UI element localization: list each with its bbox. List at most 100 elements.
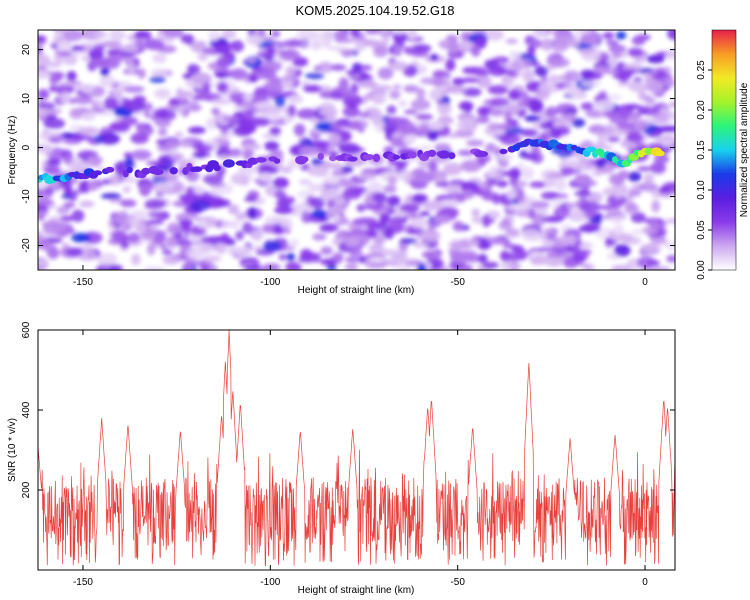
heatmap-cell: [462, 87, 482, 97]
heatmap-cell: [153, 181, 175, 194]
heatmap-cell: [46, 159, 62, 166]
snr-series-line: [38, 330, 675, 567]
snr-ylabel: SNR (10 * v/v): [7, 418, 18, 482]
heatmap-cell: [416, 113, 434, 121]
signal-track-cell: [152, 169, 164, 176]
heatmap-cell: [262, 240, 282, 252]
heatmap-cell: [658, 125, 675, 133]
heatmap-cell: [307, 183, 327, 192]
heatmap-cell: [564, 70, 581, 83]
heatmap-cell: [123, 85, 145, 93]
heatmap-cell: [133, 32, 148, 39]
heatmap-cell: [131, 149, 152, 161]
heatmap-cell: [383, 227, 394, 240]
heatmap-cell: [278, 49, 301, 61]
heatmap-cell: [154, 88, 171, 99]
heatmap-cell: [392, 84, 402, 90]
heatmap-cell: [524, 115, 541, 122]
heatmap-cell: [607, 136, 621, 143]
heatmap-cell: [529, 255, 548, 266]
snr-ytick-label: 200: [21, 481, 32, 498]
heatmap-cell: [214, 242, 227, 255]
heatmap-cell: [627, 47, 644, 57]
heatmap-cell: [373, 46, 389, 58]
heatmap-cell: [546, 232, 557, 241]
colorbar: 0.00 0.05 0.10 0.15 0.20 0.25 Normalized spec…: [696, 29, 750, 280]
heatmap-cell: [386, 207, 396, 215]
heatmap-cell: [296, 108, 319, 120]
heatmap-cell: [246, 58, 257, 64]
figure-title: KOM5.2025.104.19.52.G18: [295, 3, 454, 18]
heatmap-cell: [398, 123, 418, 135]
heatmap-cell: [38, 54, 51, 66]
heatmap-cell: [227, 246, 241, 256]
heatmap-cell: [630, 212, 646, 223]
heatmap-cell: [310, 40, 323, 51]
heatmap-cell: [498, 161, 510, 169]
heatmap-cell: [182, 90, 194, 98]
heatmap-cell: [248, 74, 259, 83]
heatmap-cell: [548, 74, 558, 83]
heatmap-cell: [399, 170, 411, 181]
heatmap-cell: [182, 262, 194, 270]
heatmap-cell: [411, 44, 432, 53]
heatmap-cell: [240, 143, 262, 151]
heatmap-cell: [459, 77, 481, 83]
heatmap-cell: [487, 85, 509, 95]
heatmap-cell: [431, 77, 445, 87]
heatmap-cell: [496, 180, 509, 188]
heatmap-cell: [521, 167, 535, 180]
heatmap-cell: [38, 260, 49, 267]
signal-track-cell: [478, 151, 489, 157]
heatmap-cell: [216, 81, 229, 93]
heatmap-cell: [287, 94, 304, 104]
heatmap-cell: [548, 57, 571, 68]
heatmap-cell: [326, 211, 335, 219]
colorbar-gradient: [711, 29, 737, 271]
heatmap-cell: [485, 30, 505, 41]
heatmap-cell: [536, 246, 559, 252]
heatmap-cell: [528, 99, 544, 112]
heatmap-cell: [315, 163, 336, 169]
heatmap-cell: [301, 211, 312, 224]
heatmap-cell: [594, 130, 615, 137]
heatmap-cell: [42, 222, 64, 235]
heatmap-cell: [156, 45, 177, 54]
heatmap-cell: [112, 229, 128, 243]
heatmap-cell: [63, 201, 76, 209]
heatmap-cell: [190, 41, 206, 53]
heatmap-cell: [159, 244, 168, 250]
heatmap-cell: [174, 131, 184, 138]
heatmap-cell: [345, 237, 360, 248]
heatmap-cell: [412, 242, 428, 249]
heatmap-cell: [187, 64, 201, 76]
heatmap-cell: [139, 183, 151, 197]
heatmap-cell: [352, 218, 372, 226]
heatmap-cell: [319, 189, 337, 202]
heatmap-cell: [377, 67, 394, 80]
heatmap-cell: [319, 223, 338, 233]
heatmap-cell: [413, 171, 436, 184]
heatmap-cell: [122, 186, 131, 193]
heatmap-cell: [410, 217, 429, 229]
heatmap-cell: [437, 102, 452, 115]
heatmap-cell: [338, 142, 361, 155]
heatmap-cell: [137, 68, 146, 79]
heatmap-cell: [391, 250, 408, 262]
heatmap-cell: [187, 104, 202, 112]
heatmap-cell: [47, 246, 60, 260]
heatmap-cell: [296, 30, 318, 40]
heatmap-cell: [216, 56, 232, 68]
heatmap-cell: [287, 262, 302, 270]
heatmap-cell: [319, 107, 338, 117]
heatmap-cell: [403, 84, 419, 93]
heatmap-cell: [410, 98, 431, 111]
heatmap-cell: [280, 222, 294, 228]
heatmap-cell: [338, 77, 349, 91]
heatmap-cell: [422, 201, 443, 210]
heatmap-cell: [323, 176, 343, 185]
heatmap-cell: [380, 36, 391, 44]
heatmap-cell: [642, 243, 661, 255]
heatmap-cell: [60, 215, 76, 222]
heatmap-cell: [102, 40, 122, 47]
